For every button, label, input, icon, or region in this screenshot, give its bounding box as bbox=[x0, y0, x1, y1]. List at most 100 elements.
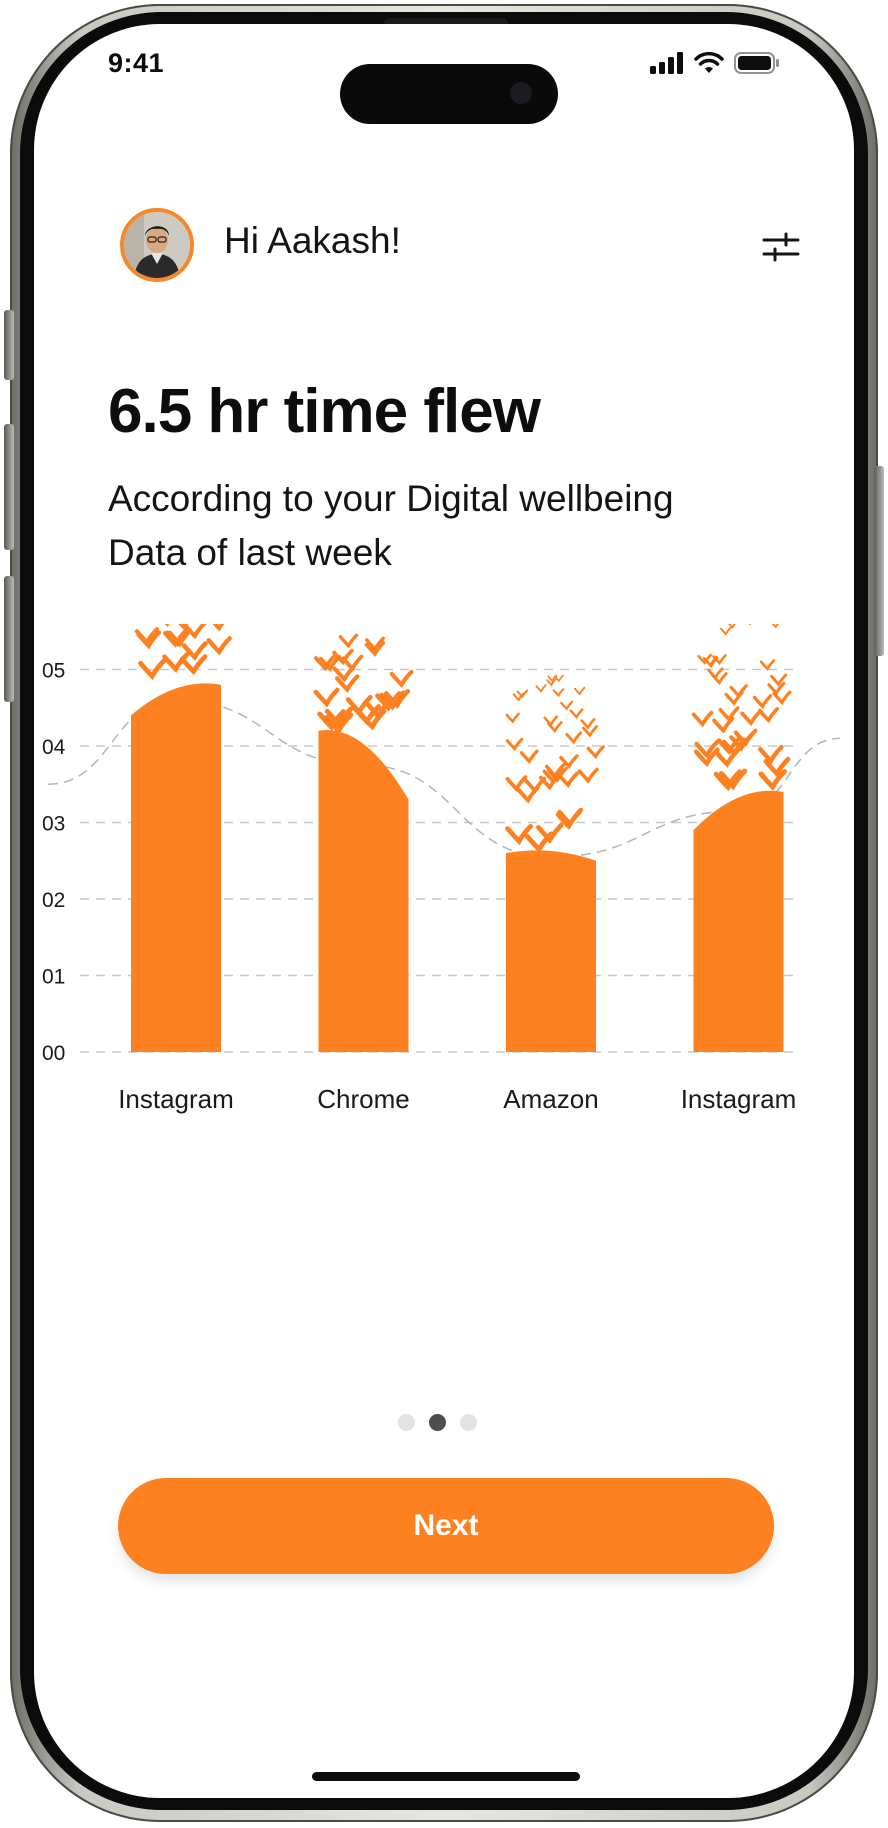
bird-particle bbox=[767, 681, 786, 696]
category-label: Chrome bbox=[317, 1084, 409, 1114]
user-avatar-icon bbox=[124, 212, 190, 278]
bird-particle bbox=[317, 709, 346, 732]
bird-particle bbox=[516, 785, 540, 804]
bird-particle bbox=[383, 689, 411, 710]
pager-dot[interactable] bbox=[460, 1414, 477, 1431]
bird-particle bbox=[365, 636, 386, 652]
bird-particle bbox=[552, 688, 565, 698]
bird-particle bbox=[375, 691, 402, 712]
next-button[interactable]: Next bbox=[118, 1478, 774, 1574]
avatar[interactable] bbox=[120, 208, 194, 282]
bird-particle bbox=[716, 736, 742, 756]
page-indicator bbox=[398, 1414, 477, 1431]
bird-particle bbox=[318, 654, 342, 672]
bird-particle bbox=[212, 624, 225, 632]
bird-particle bbox=[713, 769, 743, 792]
bird-particle bbox=[772, 690, 792, 706]
bird-particle bbox=[544, 763, 566, 779]
bird-particle bbox=[505, 737, 524, 752]
bird-particle bbox=[516, 689, 529, 699]
bird-particle bbox=[543, 715, 559, 727]
page-title: 6.5 hr time flew bbox=[108, 377, 541, 446]
bird-particle bbox=[364, 698, 392, 720]
bird-particle bbox=[505, 823, 533, 846]
bird-particle bbox=[718, 768, 748, 791]
bird-particle bbox=[574, 686, 586, 696]
y-tick-label: 00 bbox=[42, 1042, 65, 1065]
bird-particle bbox=[314, 654, 337, 672]
bird-particle bbox=[557, 771, 579, 789]
usage-chart: 0001020304050607InstagramChromeAmazonIns… bbox=[42, 624, 841, 1114]
signal-icon bbox=[650, 52, 683, 74]
bird-particle bbox=[691, 710, 714, 728]
bird-particle bbox=[712, 716, 735, 734]
bird-particle bbox=[758, 744, 784, 765]
header: Hi Aakash! bbox=[120, 204, 810, 290]
volume-down-button bbox=[4, 576, 14, 702]
bar bbox=[318, 729, 409, 1052]
bird-particle bbox=[758, 769, 787, 791]
bird-particle bbox=[181, 641, 208, 661]
category-label: Amazon bbox=[503, 1084, 598, 1114]
bird-particle bbox=[759, 659, 776, 671]
power-button bbox=[874, 466, 884, 656]
subtitle-line-2: Data of last week bbox=[108, 532, 392, 573]
y-tick-label: 02 bbox=[42, 889, 65, 912]
bird-particle bbox=[586, 745, 605, 760]
bird-particle bbox=[519, 749, 539, 764]
bird-particle bbox=[179, 654, 208, 676]
bird-particle bbox=[379, 690, 406, 711]
bird-particle bbox=[178, 624, 189, 631]
bar bbox=[131, 683, 221, 1052]
y-tick-label: 04 bbox=[42, 736, 66, 759]
bird-particle bbox=[364, 641, 386, 657]
y-tick-label: 03 bbox=[42, 813, 65, 836]
bird-particle bbox=[547, 721, 563, 734]
bird-particle bbox=[752, 694, 773, 710]
pager-dot[interactable] bbox=[429, 1414, 446, 1431]
bird-particle bbox=[718, 706, 740, 723]
bird-particle bbox=[763, 756, 791, 778]
bird-particle bbox=[206, 636, 232, 656]
bird-particle bbox=[547, 674, 558, 683]
bird-particle bbox=[569, 708, 584, 719]
bird-particle bbox=[771, 624, 779, 629]
home-indicator[interactable] bbox=[312, 1772, 580, 1781]
wifi-icon bbox=[694, 52, 724, 73]
bird-particle bbox=[389, 669, 414, 689]
filter-button[interactable] bbox=[752, 218, 810, 276]
bird-particle bbox=[553, 674, 564, 683]
bird-particle bbox=[505, 775, 528, 792]
bird-particle bbox=[536, 822, 564, 844]
category-label: Instagram bbox=[681, 1084, 797, 1114]
bird-particle bbox=[710, 672, 728, 686]
bird-particle bbox=[740, 709, 762, 727]
bird-particle bbox=[720, 626, 732, 636]
bird-particle bbox=[703, 656, 719, 669]
status-bar: 9:41 bbox=[34, 24, 854, 134]
bird-particle bbox=[345, 694, 373, 716]
pager-dot[interactable] bbox=[398, 1414, 415, 1431]
bar bbox=[693, 790, 784, 1052]
bird-particle bbox=[535, 684, 547, 693]
bird-particle bbox=[524, 831, 554, 854]
y-tick-label: 01 bbox=[42, 966, 65, 989]
bird-particle bbox=[138, 658, 167, 681]
bird-particle bbox=[546, 678, 557, 687]
sliders-icon bbox=[762, 232, 800, 262]
camera-icon bbox=[510, 82, 532, 104]
bird-particle bbox=[557, 807, 584, 828]
volume-up-button bbox=[4, 424, 14, 550]
bird-particle bbox=[728, 624, 736, 629]
greeting-text: Hi Aakash! bbox=[224, 220, 401, 261]
screen: 9:41 bbox=[34, 24, 854, 1798]
bird-particle bbox=[505, 712, 520, 724]
bird-particle bbox=[165, 628, 190, 648]
bird-particle bbox=[729, 684, 748, 699]
speaker-grille bbox=[384, 18, 508, 28]
bird-particle bbox=[693, 747, 720, 768]
bird-particle bbox=[565, 731, 582, 745]
bird-particle bbox=[324, 712, 354, 735]
bar bbox=[506, 850, 596, 1052]
bird-particle bbox=[757, 707, 780, 724]
